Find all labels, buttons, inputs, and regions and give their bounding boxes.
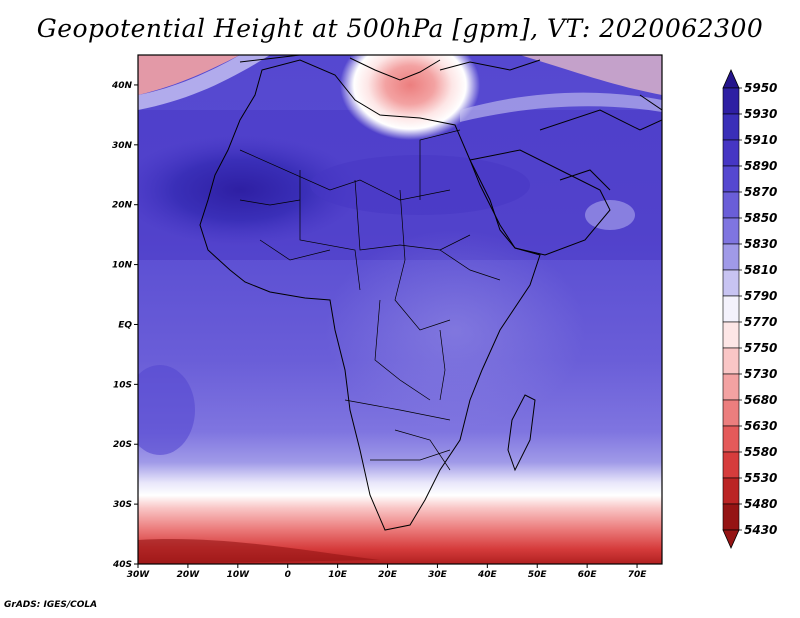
lat-tick-label: 20S [113, 440, 132, 450]
lat-tick-label: 30N [112, 141, 133, 151]
colorbar-label: 5890 [744, 159, 777, 173]
colorbar-label: 5810 [744, 263, 777, 277]
colorbar-bottom-arrow [722, 529, 740, 549]
colorbar-swatch [722, 243, 740, 271]
colorbar-swatch [722, 165, 740, 193]
colorbar-swatch [722, 373, 740, 401]
colorbar-swatch [722, 295, 740, 323]
colorbar-label: 5730 [744, 367, 777, 381]
colorbar-swatch [722, 269, 740, 297]
colorbar-swatch [722, 191, 740, 219]
colorbar-swatch [722, 139, 740, 167]
colorbar-swatch [722, 399, 740, 427]
lon-tick-label: 50E [528, 570, 548, 580]
colorbar-swatch [722, 217, 740, 245]
country-borders [239, 129, 501, 471]
colorbar-label: 5830 [744, 237, 777, 251]
colorbar-label: 5850 [744, 211, 777, 225]
lon-tick-label: 60E [578, 570, 598, 580]
map-frame [137, 54, 663, 565]
lon-tick-label: 10W [227, 570, 251, 580]
colorbar-swatch [722, 321, 740, 349]
colorbar-label: 5530 [744, 471, 777, 485]
colorbar-swatch [722, 425, 740, 453]
colorbar-label: 5950 [744, 81, 777, 95]
colorbar: 5950 5930 5910 5890 5870 5850 5830 5810 5790 5770… [722, 69, 777, 549]
colorbar-label: 5750 [744, 341, 777, 355]
coastlines [199, 55, 662, 531]
longitude-axis: 30W 20W 10W 0 10E 20E 30E 40E 50E 60E 70E [127, 564, 647, 580]
lon-tick-label: 0 [285, 570, 291, 580]
colorbar-swatch [722, 347, 740, 375]
colorbar-label: 5480 [744, 497, 777, 511]
colorbar-label: 5870 [744, 185, 777, 199]
lat-tick-label: 40N [111, 81, 133, 91]
lat-tick-label: 20N [112, 201, 133, 211]
lon-tick-label: 40E [477, 570, 498, 580]
lon-tick-label: 20W [177, 570, 201, 580]
colorbar-swatch [722, 87, 740, 115]
lon-tick-label: 30W [127, 570, 151, 580]
colorbar-label: 5930 [744, 107, 777, 121]
colorbar-label: 5630 [744, 419, 777, 433]
latitude-axis: 40N 30N 20N 10N EQ 10S 20S 30S 40S [111, 81, 138, 570]
lat-tick-label: 40S [112, 560, 132, 570]
colorbar-swatch [722, 113, 740, 141]
colorbar-top-arrow [722, 69, 740, 89]
lat-tick-label: 30S [113, 500, 132, 510]
colorbar-label: 5680 [744, 393, 777, 407]
height-field [138, 55, 662, 564]
lon-tick-label: 10E [328, 570, 348, 580]
lon-tick-label: 70E [628, 570, 648, 580]
colorbar-label: 5770 [744, 315, 777, 329]
lat-tick-label: EQ [118, 320, 132, 330]
lon-tick-label: 30E [428, 570, 448, 580]
grads-credit: GrADS: IGES/COLA [4, 600, 98, 610]
colorbar-label: 5910 [744, 133, 777, 147]
colorbar-label: 5430 [744, 523, 777, 537]
colorbar-label: 5580 [744, 445, 777, 459]
lat-tick-label: 10S [113, 380, 132, 390]
colorbar-swatch [722, 477, 740, 505]
colorbar-swatch [722, 451, 740, 479]
colorbar-swatch [722, 503, 740, 531]
colorbar-label: 5790 [744, 289, 777, 303]
map-title: Geopotential Height at 500hPa [gpm], VT:… [36, 14, 764, 43]
lat-tick-label: 10N [112, 261, 133, 271]
lon-tick-label: 20E [378, 570, 398, 580]
